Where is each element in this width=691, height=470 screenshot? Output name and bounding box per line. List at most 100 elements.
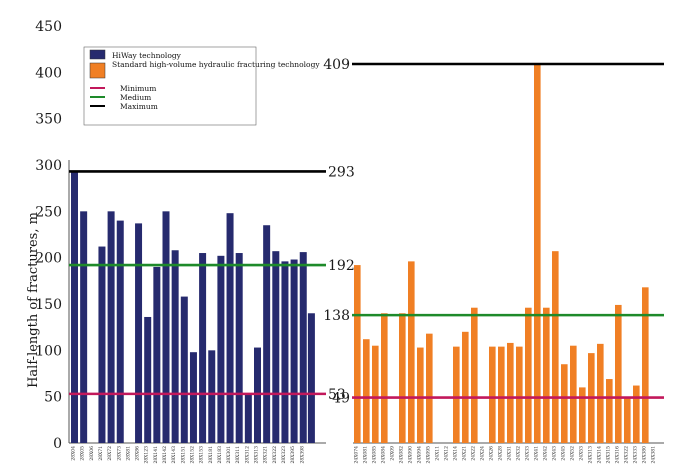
bar bbox=[381, 313, 388, 443]
y-tick-label: 450 bbox=[35, 19, 62, 35]
bar bbox=[189, 352, 197, 443]
bar bbox=[606, 379, 613, 443]
bar bbox=[144, 316, 152, 443]
x-tick-label: 24Х32 bbox=[515, 446, 521, 461]
y-tick-label: 350 bbox=[35, 112, 62, 128]
x-tick-label: 28Х153 bbox=[199, 446, 205, 464]
bar bbox=[217, 255, 225, 443]
bar bbox=[633, 385, 640, 443]
legend-label: Minimum bbox=[120, 84, 156, 93]
x-tick-label: 24Х45 bbox=[560, 446, 566, 461]
x-tick-label: 28Х398 bbox=[299, 446, 305, 464]
bar bbox=[171, 250, 179, 443]
x-tick-label: 24Х315 bbox=[605, 446, 611, 464]
x-tick-label: 24Х26 bbox=[488, 446, 494, 461]
bar bbox=[107, 211, 115, 443]
x-tick-label: 24Х380 bbox=[641, 446, 647, 464]
x-tick-label: 28Х395 bbox=[290, 446, 296, 464]
x-tick-label: 24Х316 bbox=[614, 446, 620, 464]
bar bbox=[426, 333, 433, 443]
x-tick-label: 28Х142 bbox=[162, 446, 168, 464]
y-axis-label: Half-length of fractures, m bbox=[26, 212, 41, 388]
x-tick-label: 28Х301 bbox=[226, 446, 232, 464]
bar bbox=[552, 251, 559, 443]
bar bbox=[116, 220, 124, 443]
x-tick-label: 24Х21 bbox=[461, 446, 467, 461]
legend-label: Medium bbox=[120, 93, 151, 102]
x-tick-label: 24Х33 bbox=[524, 446, 530, 461]
bar bbox=[307, 313, 315, 443]
x-tick-label: 28Х73 bbox=[116, 446, 122, 461]
x-tick-label: 24Х22 bbox=[470, 446, 476, 461]
bar bbox=[71, 171, 78, 443]
bar bbox=[180, 296, 188, 443]
bar bbox=[570, 345, 577, 443]
bar bbox=[399, 313, 406, 443]
x-tick-label: 28Х72 bbox=[107, 446, 113, 461]
x-tick-label: 24Х09 bbox=[389, 446, 395, 461]
bar bbox=[453, 346, 460, 443]
y-tick-label: 400 bbox=[35, 65, 62, 81]
x-tick-label: 24Х082 bbox=[398, 446, 404, 464]
x-tick-label: 28Х81 bbox=[125, 446, 131, 461]
x-tick-label: 28Х143 bbox=[171, 446, 177, 464]
y-tick-label: 150 bbox=[35, 297, 62, 313]
x-tick-label: 28Х321 bbox=[263, 446, 269, 464]
x-tick-label: 24Х52 bbox=[569, 446, 575, 461]
bar bbox=[597, 343, 604, 443]
x-tick-label: 28Х152 bbox=[189, 446, 195, 464]
legend-label: Standard high-volume hydraulic fracturin… bbox=[112, 60, 320, 69]
x-tick-label: 24Х322 bbox=[623, 446, 629, 464]
bar bbox=[281, 261, 289, 443]
bar bbox=[162, 211, 170, 443]
bar bbox=[363, 339, 370, 443]
bar bbox=[98, 246, 106, 443]
x-tick-label: 24Х090 bbox=[407, 446, 413, 464]
y-tick-label: 100 bbox=[35, 343, 62, 359]
x-tick-label: 24Х094 bbox=[416, 446, 422, 464]
y-tick-label: 200 bbox=[35, 251, 62, 267]
bar bbox=[471, 307, 478, 443]
bar bbox=[615, 304, 622, 443]
legend-box bbox=[83, 46, 257, 126]
bar bbox=[498, 346, 505, 443]
bar bbox=[208, 350, 216, 443]
bar bbox=[199, 253, 207, 443]
x-tick-label: 28Х06 bbox=[89, 446, 95, 461]
x-tick-label: 28Х322 bbox=[272, 446, 278, 464]
ref-line-value-label: 192 bbox=[328, 258, 355, 274]
x-tick-label: 28Х141 bbox=[153, 446, 159, 464]
ref-line-value-label: 49 bbox=[332, 391, 350, 407]
ref-line-value-label: 138 bbox=[323, 308, 350, 324]
x-tick-label: 28Х151 bbox=[180, 446, 186, 464]
x-tick-label: 24Х381 bbox=[650, 446, 656, 464]
x-tick-label: 24Х095 bbox=[425, 446, 431, 464]
x-tick-label: 28Х311 bbox=[235, 446, 241, 464]
bar bbox=[80, 211, 88, 443]
x-tick-label: 24Х53 bbox=[578, 446, 584, 461]
x-tick-label: 24Х14 bbox=[452, 446, 458, 461]
x-tick-label: 28Х312 bbox=[244, 446, 250, 464]
bar bbox=[642, 287, 649, 443]
x-tick-label: 24Х31 bbox=[506, 446, 512, 461]
bar bbox=[372, 345, 379, 443]
x-tick-label: 24Х074 bbox=[353, 446, 359, 464]
bar bbox=[235, 253, 243, 443]
bar bbox=[299, 252, 307, 443]
x-tick-label: 28Х323 bbox=[281, 446, 287, 464]
bar bbox=[272, 251, 280, 443]
x-tick-label: 24Х11 bbox=[434, 446, 440, 461]
x-tick-label: 28Х123 bbox=[144, 446, 150, 464]
x-tick-label: 24Х12 bbox=[443, 446, 449, 461]
x-tick-label: 28Х313 bbox=[254, 446, 260, 464]
ref-line-value-label: 409 bbox=[323, 57, 350, 73]
x-tick-label: 24Х42 bbox=[542, 446, 548, 461]
bar bbox=[417, 347, 424, 443]
bar bbox=[579, 387, 586, 443]
bar bbox=[624, 397, 631, 443]
y-tick-label: 300 bbox=[35, 158, 62, 174]
legend-label: HiWay technology bbox=[112, 51, 182, 60]
x-tick-label: 24Х24 bbox=[479, 446, 485, 461]
bar bbox=[354, 265, 361, 443]
